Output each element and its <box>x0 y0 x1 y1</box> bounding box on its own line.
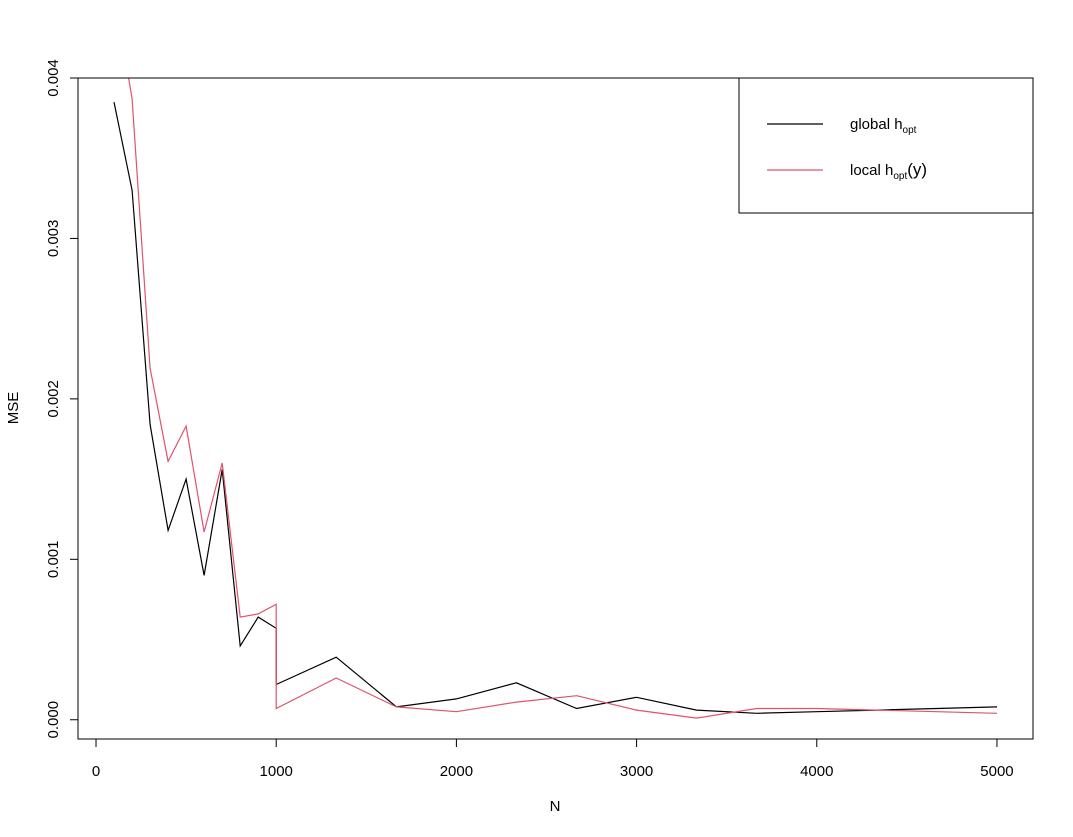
x-tick-label: 2000 <box>440 763 473 780</box>
y-axis: 0.000 0.001 0.002 0.003 0.004 <box>45 59 79 739</box>
series-line-1 <box>113 101 998 714</box>
x-tick-label: 4000 <box>800 763 833 780</box>
x-tick-label: 3000 <box>620 763 653 780</box>
x-axis: 0 1000 2000 3000 4000 5000 <box>92 738 1014 780</box>
series-line-2 <box>128 78 998 719</box>
legend-label-subscript: opt <box>893 171 907 182</box>
y-tick-label: 0.001 <box>45 541 62 579</box>
legend-label-2: local hopt(y) <box>850 160 927 182</box>
legend-label-suffix: (y) <box>907 160 927 179</box>
legend-label-1: global hopt <box>850 116 917 136</box>
legend-label-subscript: opt <box>903 125 917 136</box>
x-tick-label: 1000 <box>260 763 293 780</box>
y-axis-title: MSE <box>5 392 22 425</box>
y-tick-label: 0.002 <box>45 380 62 418</box>
y-tick-label: 0.003 <box>45 220 62 258</box>
y-tick-label: 0.004 <box>45 59 62 97</box>
legend-label-main: global h <box>850 116 903 133</box>
x-tick-label: 0 <box>92 763 100 780</box>
x-tick-label: 5000 <box>980 763 1013 780</box>
y-tick-label: 0.000 <box>45 701 62 739</box>
legend-label-main: local h <box>850 162 893 179</box>
series-layer <box>113 78 998 719</box>
legend-box <box>738 77 1034 214</box>
x-axis-title: N <box>550 798 561 815</box>
